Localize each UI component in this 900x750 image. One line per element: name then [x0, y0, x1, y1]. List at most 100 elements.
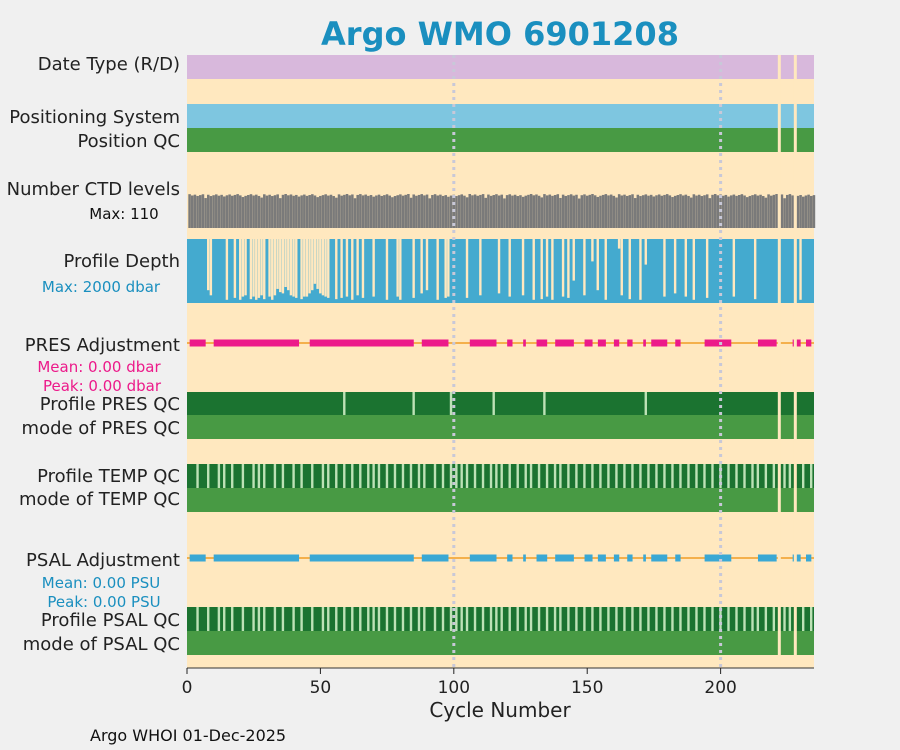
ctd-levels-bar: [247, 195, 250, 228]
positioning-system-band: [187, 104, 814, 128]
temp-qc-flag-stripe: [783, 464, 786, 488]
temp-qc-flag-stripe: [809, 464, 813, 488]
ctd-levels-bar: [255, 194, 258, 228]
ctd-levels-bar: [713, 194, 717, 228]
temp-qc-flag-stripe: [465, 464, 469, 488]
ctd-levels-bar: [335, 197, 338, 228]
ctd-levels-bar: [415, 195, 418, 228]
pres-adjustment-segment: [627, 339, 633, 347]
ctd-levels-bar: [324, 194, 327, 228]
ctd-levels-bar: [601, 194, 605, 228]
ctd-levels-bar: [356, 194, 359, 228]
psal-adjustment-segment: [651, 554, 668, 562]
ctd-levels-bar: [767, 194, 770, 228]
ctd-levels-bar: [220, 194, 223, 228]
ctd-levels-bar: [513, 194, 517, 228]
annotation-ctd-max: Max: 110: [89, 205, 158, 223]
ctd-levels-bar: [281, 194, 285, 228]
ctd-levels-bar: [425, 194, 429, 228]
pres-adjustment-segment: [555, 339, 574, 347]
profile-depth-shallow-cycle: [425, 239, 429, 291]
psal-adjustment-segment: [309, 554, 414, 562]
date-type-band: [187, 55, 814, 79]
psal-qc-flag-stripe: [423, 607, 426, 631]
profile-depth-shallow-cycle: [209, 239, 213, 296]
ctd-levels-bar: [695, 195, 698, 228]
ctd-levels-bar: [708, 198, 712, 228]
ctd-levels-bar: [577, 198, 581, 228]
psal-adjustment-segment: [584, 554, 593, 562]
ctd-levels-bar: [660, 195, 664, 228]
ctd-levels-bar: [561, 194, 565, 228]
ctd-levels-bar: [460, 194, 464, 228]
ctd-levels-bar: [396, 195, 399, 228]
ctd-levels-bar: [727, 196, 730, 228]
temp-qc-flag-stripe: [401, 464, 405, 488]
profile-depth-shallow-cycle: [233, 239, 237, 298]
ctd-levels-bar: [412, 194, 415, 228]
profile-depth-shallow-cycle: [479, 239, 482, 296]
ctd-levels-bar: [553, 195, 557, 228]
ctd-levels-bar: [689, 197, 693, 228]
psal-qc-flag-stripe: [500, 607, 503, 631]
temp-qc-flag-stripe: [695, 464, 698, 488]
ctd-levels-bar: [348, 195, 351, 228]
ctd-levels-bar: [753, 194, 757, 228]
profile-depth-shallow-cycle: [732, 239, 736, 297]
temp-qc-flag-stripe: [393, 464, 397, 488]
profile-pres-qc-band: [187, 392, 814, 415]
temp-qc-flag-stripe: [223, 464, 226, 488]
ctd-levels-bar: [657, 194, 661, 228]
ctd-levels-bar: [228, 194, 231, 228]
ctd-levels-bar: [585, 195, 589, 228]
x-tick-label: 200: [704, 678, 736, 698]
psal-qc-flag-stripe: [751, 607, 754, 631]
x-tick-label: 100: [438, 678, 470, 698]
psal-qc-flag-stripe: [273, 607, 277, 631]
psal-adjustment-segment: [469, 554, 497, 562]
ctd-levels-bar: [327, 195, 330, 228]
ctd-levels-bar: [671, 197, 674, 228]
psal-qc-flag-stripe: [417, 607, 421, 631]
ctd-levels-bar: [433, 194, 437, 228]
temp-qc-flag-stripe: [417, 464, 421, 488]
psal-qc-flag-stripe: [567, 607, 570, 631]
ctd-levels-bar: [223, 196, 226, 228]
psal-qc-flag-stripe: [583, 607, 586, 631]
ctd-levels-bar: [332, 196, 335, 228]
profile-depth-shallow-cycle: [225, 239, 229, 300]
psal-qc-flag-stripe: [809, 607, 813, 631]
psal-qc-flag-stripe: [801, 607, 805, 631]
profile-depth-shallow-cycle: [753, 239, 757, 300]
missing-cycle-markers: [777, 55, 797, 668]
footer-source-date: Argo WHOI 01-Dec-2025: [90, 726, 286, 745]
ctd-levels-bar: [700, 196, 704, 228]
temp-qc-flag-stripe: [300, 464, 303, 488]
profile-depth-shallow-cycle: [263, 239, 266, 300]
temp-qc-flag-stripe: [292, 464, 295, 488]
ctd-levels-bar: [617, 194, 621, 228]
psal-qc-flag-stripe: [377, 607, 381, 631]
ctd-levels-bar: [721, 195, 725, 228]
psal-qc-flag-stripe: [719, 607, 722, 631]
profile-depth-shallow-cycle: [345, 239, 349, 297]
profile-depth-shallow-cycle: [292, 239, 295, 297]
temp-qc-flag-stripe: [327, 464, 330, 488]
ctd-levels-bar: [319, 195, 322, 228]
profile-depth-shallow-cycle: [561, 239, 565, 297]
psal-qc-flag-stripe: [679, 607, 682, 631]
ctd-levels-bar: [204, 198, 207, 228]
psal-qc-flag-stripe: [473, 607, 477, 631]
temp-qc-flag-stripe: [377, 464, 381, 488]
missing-cycle-228: [793, 55, 797, 668]
psal-qc-flag-stripe: [223, 607, 226, 631]
ctd-levels-bar: [801, 196, 805, 228]
ctd-levels-bar: [652, 196, 656, 228]
profile-depth-shallow-cycle: [257, 239, 261, 298]
profile-depth-shallow-cycle: [620, 239, 623, 296]
ctd-levels-bar: [615, 197, 618, 228]
psal-adjustment-segment: [805, 554, 812, 562]
ctd-levels-bar: [676, 195, 680, 228]
label-position-qc: Position QC: [77, 131, 180, 152]
ctd-levels-bar: [756, 195, 760, 228]
